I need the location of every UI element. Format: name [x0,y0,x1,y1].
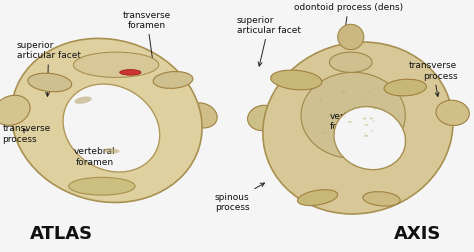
Ellipse shape [364,136,368,137]
Ellipse shape [344,117,346,118]
Ellipse shape [319,101,322,102]
Ellipse shape [365,124,368,126]
Text: transverse
process: transverse process [409,61,457,97]
Ellipse shape [370,101,371,102]
Ellipse shape [372,121,374,122]
Ellipse shape [247,106,279,131]
Ellipse shape [263,43,453,214]
Ellipse shape [328,117,329,118]
Text: spinous
process: spinous process [215,183,264,211]
Ellipse shape [369,118,373,120]
Ellipse shape [341,91,346,93]
Text: transverse
process: transverse process [2,124,51,143]
Ellipse shape [363,192,400,206]
Ellipse shape [384,80,427,97]
Text: odontoid process (dens): odontoid process (dens) [294,3,403,37]
Ellipse shape [436,101,469,126]
Ellipse shape [73,53,159,78]
Ellipse shape [368,92,371,93]
Ellipse shape [373,109,377,110]
Ellipse shape [301,73,405,159]
Text: AXIS: AXIS [393,224,441,242]
Ellipse shape [28,74,72,92]
Ellipse shape [74,97,91,105]
Ellipse shape [364,134,366,135]
Text: superior
articular facet: superior articular facet [237,16,301,67]
Ellipse shape [0,96,30,126]
Ellipse shape [11,39,202,203]
Ellipse shape [363,118,366,120]
Text: vertebral
foramen: vertebral foramen [329,111,371,131]
Text: transverse
foramen: transverse foramen [123,11,171,67]
Ellipse shape [69,178,135,195]
Ellipse shape [63,85,160,172]
Ellipse shape [186,103,217,129]
Ellipse shape [361,99,364,100]
Ellipse shape [334,107,406,170]
Ellipse shape [103,149,119,154]
Ellipse shape [298,190,337,206]
Text: vertebral
foramen: vertebral foramen [74,147,116,166]
Text: ATLAS: ATLAS [30,224,93,242]
Ellipse shape [337,25,364,50]
Ellipse shape [370,131,373,132]
Ellipse shape [153,72,193,89]
Ellipse shape [348,121,352,123]
Ellipse shape [271,71,322,90]
Ellipse shape [120,70,141,76]
Ellipse shape [329,53,372,73]
Ellipse shape [321,133,325,134]
Text: superior
articular facet: superior articular facet [17,41,81,97]
